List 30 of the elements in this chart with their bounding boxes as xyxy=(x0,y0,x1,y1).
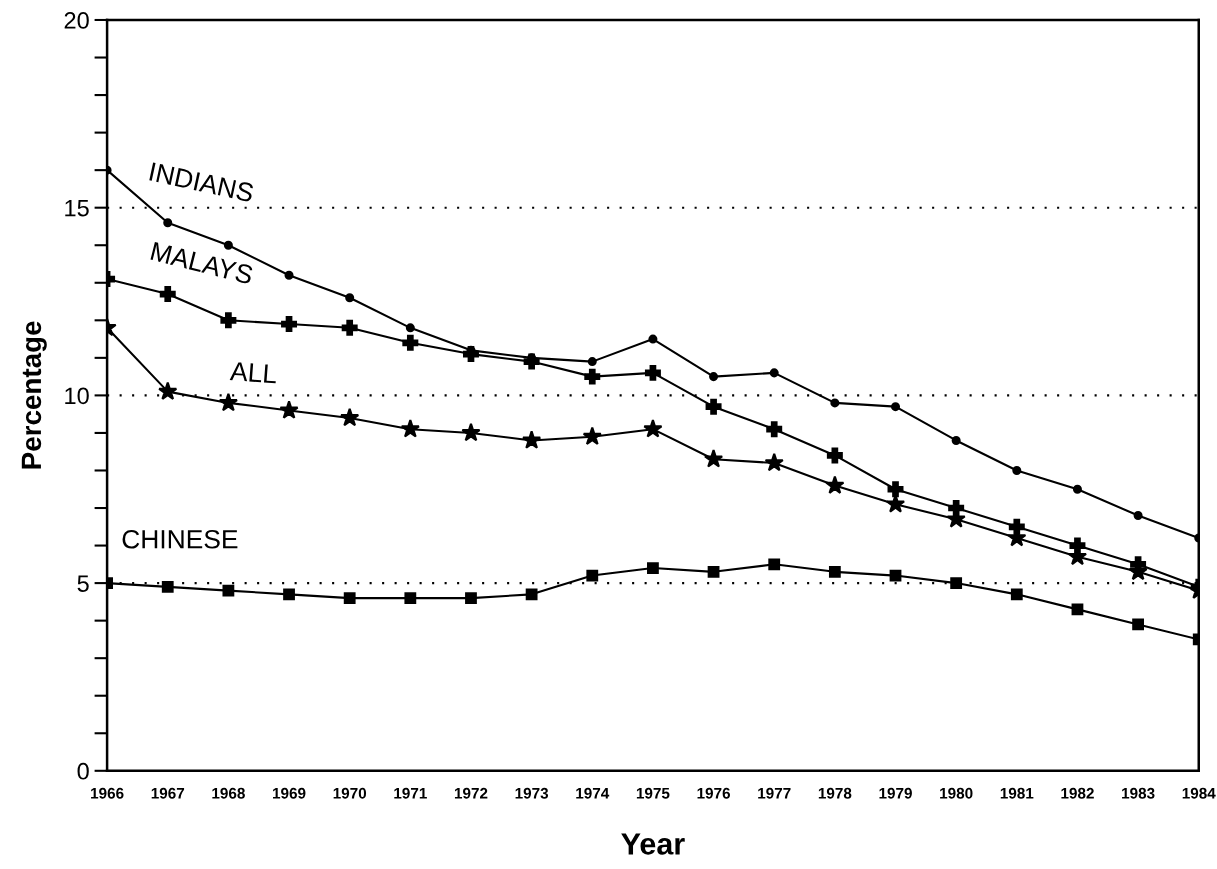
x-tick-label: 1984 xyxy=(1182,787,1216,799)
x-tick-label: 1967 xyxy=(151,787,185,799)
text: INDIANS xyxy=(149,162,255,203)
x-tick-label: 1976 xyxy=(697,787,731,799)
x-tick-label: 1979 xyxy=(879,787,912,799)
x-tick-label: 1966 xyxy=(91,787,124,799)
series-label: ALL xyxy=(229,361,277,384)
x-axis-title: Year xyxy=(621,833,685,855)
x-tick-label: 1978 xyxy=(818,787,852,799)
y-tick-label: 0 xyxy=(77,762,89,780)
text: MALAYS xyxy=(150,241,254,285)
y-tick-label: 5 xyxy=(77,575,89,592)
x-tick-label: 1971 xyxy=(394,787,427,799)
x-tick-label: 1973 xyxy=(515,787,549,799)
x-tick-label: 1982 xyxy=(1061,787,1094,799)
x-tick-label: 1970 xyxy=(333,787,367,799)
x-tick-label: 1980 xyxy=(940,787,973,799)
y-tick-label: 20 xyxy=(64,12,89,29)
x-tick-label: 1974 xyxy=(576,787,610,799)
x-tick-label: 1977 xyxy=(758,787,791,799)
series-label: CHINESE xyxy=(122,529,238,549)
y-tick-label: 10 xyxy=(65,387,89,405)
x-tick-label: 1981 xyxy=(1000,787,1034,799)
x-tick-label: 1969 xyxy=(273,787,306,799)
x-tick-label: 1972 xyxy=(454,787,488,799)
x-tick-label: 1983 xyxy=(1122,787,1155,799)
x-tick-label: 1968 xyxy=(212,787,245,799)
y-tick-label: 15 xyxy=(65,200,89,217)
x-tick-label: 1975 xyxy=(636,787,670,799)
y-axis-title: Percentage xyxy=(21,321,47,469)
